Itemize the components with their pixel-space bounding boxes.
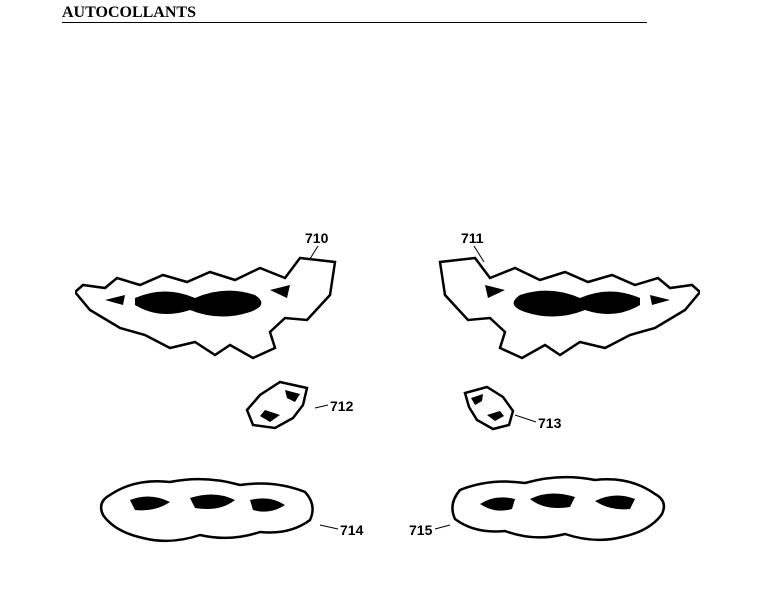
decal-tank-right xyxy=(445,466,670,556)
